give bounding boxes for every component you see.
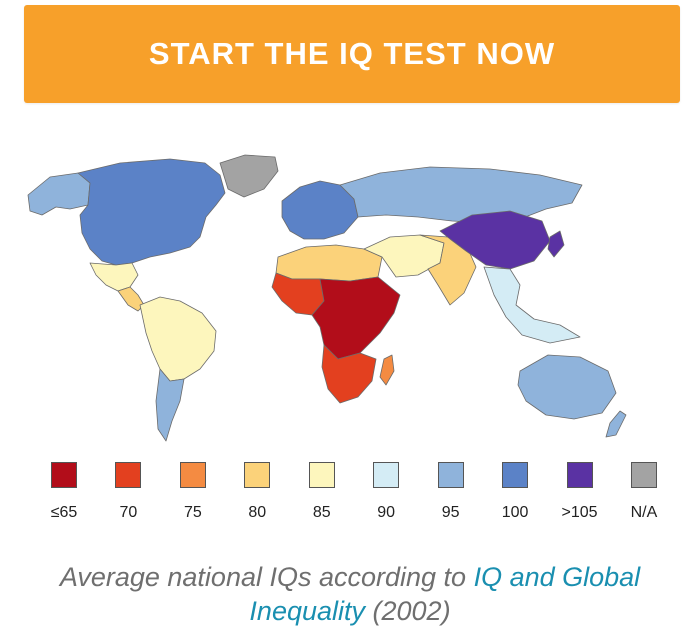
legend-item: 100	[485, 462, 545, 522]
legend-swatch	[437, 462, 464, 488]
legend-label: 90	[377, 504, 396, 521]
legend-label: N/A	[630, 504, 658, 521]
region-north-america	[77, 158, 226, 266]
legend-label: 100	[501, 504, 529, 521]
region-alaska	[27, 172, 91, 216]
region-mexico	[89, 262, 139, 292]
legend-label: 80	[248, 504, 267, 521]
start-iq-test-label: START THE IQ TEST NOW	[148, 36, 556, 71]
legend-swatch	[502, 462, 529, 488]
legend-item: ≤65	[34, 462, 94, 522]
region-east-asia	[439, 210, 551, 270]
legend-item: 75	[163, 462, 223, 522]
legend-label: 75	[183, 504, 202, 521]
legend-swatch	[566, 462, 593, 488]
legend-item: 85	[292, 462, 352, 522]
legend-swatch	[179, 462, 206, 488]
region-russia	[339, 166, 583, 224]
legend-swatch	[373, 462, 400, 488]
legend-swatch	[244, 462, 271, 488]
legend-label: 70	[119, 504, 138, 521]
region-australia	[517, 354, 617, 420]
legend-item: 70	[98, 462, 158, 522]
region-north-africa	[275, 244, 383, 282]
region-central-america	[117, 286, 145, 312]
legend-item: 90	[356, 462, 416, 522]
region-greenland	[219, 154, 279, 198]
region-southern-cone	[155, 368, 185, 442]
legend-swatch	[308, 462, 335, 488]
legend-item: >105	[550, 462, 610, 522]
legend-item: 95	[421, 462, 481, 522]
region-japan	[547, 230, 565, 258]
legend-item: N/A	[614, 462, 674, 522]
legend-label: 95	[441, 504, 460, 521]
legend-swatch	[630, 462, 657, 488]
legend-label: ≤65	[50, 504, 78, 521]
region-europe	[281, 180, 359, 240]
legend-label: 85	[312, 504, 331, 521]
source-link[interactable]: IQ and Global Inequality	[249, 562, 641, 626]
legend-item: 80	[227, 462, 287, 522]
region-south-america	[139, 296, 217, 382]
region-new-zealand	[605, 410, 627, 438]
world-iq-map	[20, 145, 680, 450]
legend: ≤65 70 75 80 85 90 95 100 >105 N/A	[34, 462, 674, 522]
world-map-svg	[27, 154, 627, 442]
legend-label: >105	[561, 504, 598, 521]
caption-suffix: (2002)	[365, 596, 451, 626]
start-iq-test-button[interactable]: START THE IQ TEST NOW	[24, 5, 680, 103]
region-west-africa	[271, 272, 325, 316]
caption-prefix: Average national IQs according to	[59, 562, 474, 592]
legend-swatch	[51, 462, 77, 488]
map-caption: Average national IQs according to IQ and…	[20, 560, 680, 628]
legend-swatch	[115, 462, 142, 488]
region-madagascar	[379, 354, 395, 386]
region-southeast-asia	[483, 266, 581, 344]
region-southern-africa	[321, 344, 377, 404]
